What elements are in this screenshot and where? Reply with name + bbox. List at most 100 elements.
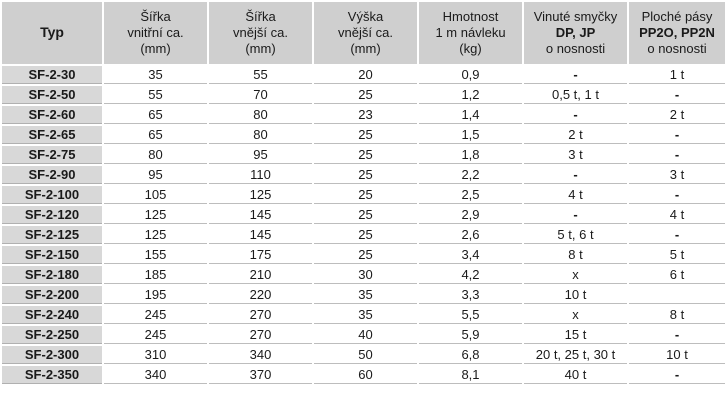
cell-sirka-vnitrni: 80 [104, 146, 207, 164]
cell-sirka-vnitrni: 185 [104, 266, 207, 284]
header-vyska-vnejsi-line1: Výška [347, 8, 384, 24]
cell-vyska-vnejsi: 25 [314, 126, 417, 144]
table-body: SF-2-30 35 55 20 0,9-1 t SF-2-50 55 70 25 1,2 0,5 … [2, 66, 725, 384]
cell-sirka-vnejsi: 80 [209, 126, 312, 144]
cell-typ: SF-2-240 [2, 306, 102, 324]
cell-hmotnost: 5,5 [419, 306, 522, 324]
cell-vinute-smycky: x [524, 306, 627, 324]
cell-vyska-vnejsi: 25 [314, 206, 417, 224]
table-row: SF-2-240 245 270 35 5,5 x 8 t [2, 306, 725, 324]
cell-sirka-vnejsi: 80 [209, 106, 312, 124]
cell-hmotnost: 1,4 [419, 106, 522, 124]
cell-typ: SF-2-350 [2, 366, 102, 384]
cell-typ: SF-2-150 [2, 246, 102, 264]
table-header: Typ Šířka vnitřní ca. (mm) Šířka vnější … [2, 2, 725, 64]
header-ploche-line1: Ploché pásy [641, 8, 713, 24]
cell-typ: SF-2-60 [2, 106, 102, 124]
cell-typ: SF-2-200 [2, 286, 102, 304]
cell-vyska-vnejsi: 40 [314, 326, 417, 344]
cell-sirka-vnejsi: 95 [209, 146, 312, 164]
cell-sirka-vnitrni: 55 [104, 86, 207, 104]
cell-typ: SF-2-300 [2, 346, 102, 364]
cell-vinute-smycky: - [524, 166, 627, 184]
table-row: SF-2-60 65 80 23 1,4-2 t [2, 106, 725, 124]
cell-sirka-vnitrni: 125 [104, 206, 207, 224]
cell-vyska-vnejsi: 25 [314, 146, 417, 164]
table-row: SF-2-50 55 70 25 1,2 0,5 t, 1 t- [2, 86, 725, 104]
table-row: SF-2-125 125 145 25 2,6 5 t, 6 t- [2, 226, 725, 244]
cell-sirka-vnejsi: 370 [209, 366, 312, 384]
header-hmotnost-line3: (kg) [459, 41, 482, 57]
table-row: SF-2-65 65 80 25 1,5 2 t- [2, 126, 725, 144]
cell-vyska-vnejsi: 50 [314, 346, 417, 364]
cell-vinute-smycky: 40 t [524, 366, 627, 384]
table-row: SF-2-300 310 340 50 6,8 20 t, 25 t, 30 t 10 t [2, 346, 725, 364]
cell-vyska-vnejsi: 23 [314, 106, 417, 124]
header-vyska-vnejsi: Výška vnější ca. (mm) [314, 2, 417, 64]
cell-sirka-vnitrni: 195 [104, 286, 207, 304]
cell-sirka-vnitrni: 155 [104, 246, 207, 264]
cell-sirka-vnitrni: 125 [104, 226, 207, 244]
cell-vinute-smycky: - [524, 206, 627, 224]
cell-sirka-vnejsi: 270 [209, 306, 312, 324]
cell-ploche-pasy: - [629, 186, 725, 204]
table-row: SF-2-350 340 370 60 8,1 40 t- [2, 366, 725, 384]
cell-vinute-smycky: 10 t [524, 286, 627, 304]
cell-vinute-smycky: 15 t [524, 326, 627, 344]
cell-hmotnost: 6,8 [419, 346, 522, 364]
cell-sirka-vnejsi: 340 [209, 346, 312, 364]
cell-typ: SF-2-90 [2, 166, 102, 184]
cell-ploche-pasy: - [629, 366, 725, 384]
table-row: SF-2-120 125 145 25 2,9-4 t [2, 206, 725, 224]
cell-vyska-vnejsi: 35 [314, 286, 417, 304]
cell-ploche-pasy: 10 t [629, 346, 725, 364]
cell-typ: SF-2-120 [2, 206, 102, 224]
spec-table: Typ Šířka vnitřní ca. (mm) Šířka vnější … [2, 2, 725, 384]
cell-hmotnost: 1,5 [419, 126, 522, 144]
cell-sirka-vnejsi: 55 [209, 66, 312, 84]
cell-ploche-pasy: 4 t [629, 206, 725, 224]
header-vyska-vnejsi-line3: (mm) [350, 41, 381, 57]
header-sirka-vnejsi-line1: Šířka [245, 8, 276, 24]
header-vinute-line2: DP, JP [555, 24, 596, 40]
cell-vinute-smycky: 2 t [524, 126, 627, 144]
table-row: SF-2-100 105 125 25 2,5 4 t- [2, 186, 725, 204]
header-vinute-smycky: Vinuté smyčky DP, JP o nosnosti [524, 2, 627, 64]
cell-sirka-vnitrni: 65 [104, 106, 207, 124]
header-hmotnost-line1: Hmotnost [442, 8, 499, 24]
header-sirka-vnitrni-line1: Šířka [140, 8, 171, 24]
cell-vinute-smycky: 20 t, 25 t, 30 t [524, 346, 627, 364]
cell-hmotnost: 2,5 [419, 186, 522, 204]
cell-sirka-vnejsi: 145 [209, 226, 312, 244]
cell-sirka-vnitrni: 340 [104, 366, 207, 384]
header-typ: Typ [2, 2, 102, 64]
cell-ploche-pasy: 5 t [629, 246, 725, 264]
cell-sirka-vnitrni: 310 [104, 346, 207, 364]
cell-vinute-smycky: - [524, 66, 627, 84]
cell-ploche-pasy: - [629, 146, 725, 164]
cell-hmotnost: 1,8 [419, 146, 522, 164]
header-sirka-vnitrni-line2: vnitřní ca. [127, 24, 184, 40]
cell-vyska-vnejsi: 25 [314, 186, 417, 204]
cell-sirka-vnejsi: 145 [209, 206, 312, 224]
cell-vyska-vnejsi: 35 [314, 306, 417, 324]
cell-sirka-vnejsi: 110 [209, 166, 312, 184]
cell-ploche-pasy: - [629, 126, 725, 144]
cell-hmotnost: 1,2 [419, 86, 522, 104]
cell-vyska-vnejsi: 30 [314, 266, 417, 284]
cell-typ: SF-2-250 [2, 326, 102, 344]
header-ploche-pasy: Ploché pásy PP2O, PP2N o nosnosti [629, 2, 725, 64]
cell-typ: SF-2-75 [2, 146, 102, 164]
header-sirka-vnejsi: Šířka vnější ca. (mm) [209, 2, 312, 64]
cell-sirka-vnejsi: 220 [209, 286, 312, 304]
header-sirka-vnitrni-line3: (mm) [140, 41, 171, 57]
cell-sirka-vnejsi: 175 [209, 246, 312, 264]
cell-typ: SF-2-180 [2, 266, 102, 284]
cell-hmotnost: 2,2 [419, 166, 522, 184]
table-row: SF-2-180 185 210 30 4,2 x 6 t [2, 266, 725, 284]
cell-vyska-vnejsi: 25 [314, 226, 417, 244]
cell-ploche-pasy: - [629, 226, 725, 244]
cell-vinute-smycky: - [524, 106, 627, 124]
cell-typ: SF-2-30 [2, 66, 102, 84]
cell-sirka-vnejsi: 210 [209, 266, 312, 284]
